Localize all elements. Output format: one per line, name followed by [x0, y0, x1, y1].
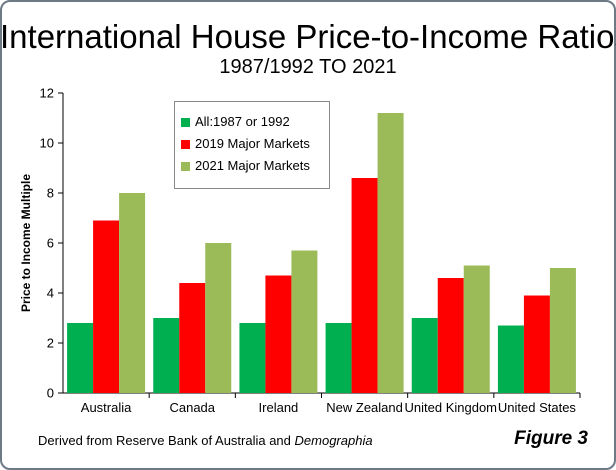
bar [523, 295, 550, 393]
chart-subtitle: 1987/1992 TO 2021 [219, 56, 397, 78]
legend-swatch [181, 140, 190, 149]
x-tick-label: New Zealand [326, 400, 403, 415]
legend-swatch [181, 162, 190, 171]
figure-label: Figure 3 [514, 428, 588, 449]
y-tick-label: 12 [40, 86, 54, 101]
x-tick-label: United Kingdom [405, 400, 498, 415]
bar [351, 178, 378, 393]
bar [179, 283, 206, 393]
x-tick-label: Australia [81, 400, 132, 415]
y-axis-title: Price to Income Multiple [19, 174, 33, 312]
bar [463, 265, 490, 393]
source-note-italic: Demographia [294, 433, 373, 448]
source-note: Derived from Reserve Bank of Australia a… [38, 433, 373, 448]
bar [153, 318, 180, 393]
bar [265, 275, 292, 393]
legend-label: 2019 Major Markets [195, 136, 310, 151]
bar [67, 323, 94, 393]
chart-legend: All:1987 or 1992 2019 Major Markets 2021 M… [174, 101, 330, 189]
bar [119, 193, 146, 393]
bar [411, 318, 438, 393]
y-tick-label: 8 [47, 186, 54, 201]
bar [377, 113, 404, 393]
y-tick-label: 2 [47, 336, 54, 351]
x-tick-label: United States [498, 400, 577, 415]
legend-label: 2021 Major Markets [195, 158, 310, 173]
y-tick-label: 0 [47, 386, 54, 401]
y-tick-label: 6 [47, 236, 54, 251]
y-tick-label: 4 [47, 286, 54, 301]
bar [205, 243, 232, 393]
bar [325, 323, 352, 393]
chart-title: International House Price-to-Income Rati… [0, 18, 616, 55]
x-tick-label: Canada [169, 400, 215, 415]
source-note-prefix: Derived from Reserve Bank of Australia a… [38, 433, 295, 448]
bar [239, 323, 266, 393]
legend-label: All:1987 or 1992 [195, 114, 290, 129]
x-tick-label: Ireland [259, 400, 299, 415]
bar [291, 250, 318, 393]
bar [497, 325, 524, 393]
y-tick-label: 10 [40, 136, 54, 151]
bar [549, 268, 576, 393]
bar [437, 278, 464, 393]
legend-swatch [181, 118, 190, 127]
bar [93, 220, 120, 393]
